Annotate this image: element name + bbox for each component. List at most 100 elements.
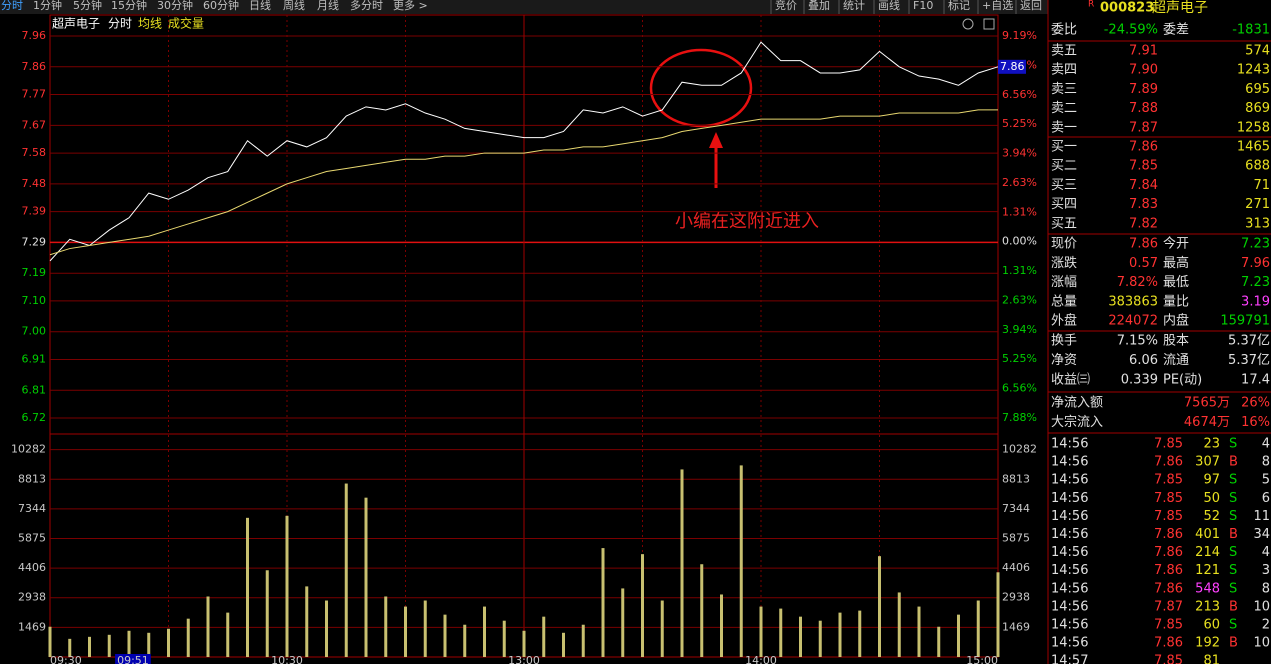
trade-side: S bbox=[1229, 473, 1237, 488]
trade-price: 7.86 bbox=[1154, 545, 1183, 560]
label: 内盘 bbox=[1163, 313, 1189, 329]
volume-bar bbox=[581, 624, 585, 657]
tool-button[interactable]: +自选 bbox=[982, 0, 1013, 12]
volume-bar bbox=[818, 620, 822, 657]
book-label: 卖五 bbox=[1051, 44, 1077, 59]
y-tick-label: 7.96 bbox=[22, 29, 47, 42]
tool-button[interactable]: 统计 bbox=[843, 0, 865, 12]
book-volume: 695 bbox=[1245, 82, 1270, 97]
volume-bar bbox=[68, 638, 72, 657]
tool-button[interactable]: 叠加 bbox=[808, 0, 830, 12]
tab[interactable]: 1分钟 bbox=[33, 0, 62, 12]
tab[interactable]: 15分钟 bbox=[111, 0, 147, 12]
book-label: 卖三 bbox=[1051, 82, 1077, 97]
y2-tick-label: 3.94% bbox=[1002, 146, 1037, 159]
label: 流通 bbox=[1163, 353, 1189, 368]
trade-side: S bbox=[1229, 509, 1237, 524]
value: 7.23 bbox=[1241, 275, 1270, 290]
vol-tick-label-right: 1469 bbox=[1002, 620, 1030, 633]
volume-bar bbox=[147, 632, 151, 657]
tool-button[interactable]: 竞价 bbox=[775, 0, 797, 12]
trade-count: 5 bbox=[1262, 473, 1270, 488]
value: -1831 bbox=[1232, 23, 1270, 38]
book-label: 卖二 bbox=[1051, 101, 1077, 116]
book-label: 买三 bbox=[1051, 178, 1077, 193]
y-tick-label: 7.58 bbox=[22, 146, 47, 159]
trade-volume: 50 bbox=[1203, 491, 1220, 506]
trade-price: 7.85 bbox=[1154, 437, 1183, 452]
vol-tick-label: 8813 bbox=[18, 472, 46, 485]
y-tick-label: 6.91 bbox=[22, 352, 47, 365]
tab[interactable]: 月线 bbox=[317, 0, 339, 12]
y2-tick-label: 2.63% bbox=[1002, 294, 1037, 307]
annotation: 小编在这附近进入 bbox=[675, 211, 819, 232]
tool-button[interactable]: 标记 bbox=[948, 0, 970, 12]
book-volume: 71 bbox=[1253, 178, 1270, 193]
label: 净资 bbox=[1051, 353, 1077, 368]
window-icon[interactable] bbox=[983, 18, 995, 30]
volume-bar bbox=[799, 616, 802, 657]
tab[interactable]: 日线 bbox=[249, 0, 271, 12]
trade-price: 7.87 bbox=[1154, 599, 1183, 614]
book-price: 7.82 bbox=[1129, 216, 1158, 231]
x-tick-label: 14:00 bbox=[745, 654, 777, 664]
x-tick-label: 13:00 bbox=[508, 654, 540, 664]
value: -24.59% bbox=[1104, 23, 1158, 38]
volume-bar bbox=[167, 628, 170, 657]
label: 总量 bbox=[1051, 294, 1077, 309]
tab[interactable]: 多分时 bbox=[350, 0, 383, 12]
book-price: 7.84 bbox=[1129, 178, 1158, 193]
tab[interactable]: 分时 bbox=[1, 0, 23, 12]
trade-time: 14:56 bbox=[1051, 599, 1088, 614]
volume-bar bbox=[502, 620, 506, 657]
trade-volume: 214 bbox=[1195, 545, 1220, 560]
stock-name: 超声电子 bbox=[1152, 0, 1208, 16]
tool-button[interactable]: 返回 bbox=[1020, 0, 1042, 12]
tab[interactable]: 更多 > bbox=[393, 0, 428, 12]
y2-tick-label: 0.00% bbox=[1002, 235, 1037, 248]
stock-code: 000823 bbox=[1100, 1, 1154, 16]
x-tick-label: 09:51 bbox=[117, 654, 149, 664]
volume-bar bbox=[542, 616, 546, 657]
book-label: 买一 bbox=[1051, 140, 1077, 155]
label: 股本 bbox=[1163, 334, 1189, 349]
label: 收益㈢ bbox=[1051, 373, 1090, 388]
trade-time: 14:56 bbox=[1051, 581, 1088, 596]
volume-bar bbox=[404, 606, 407, 657]
vol-tick-label: 2938 bbox=[18, 591, 46, 604]
trade-price: 7.86 bbox=[1154, 527, 1183, 542]
tool-button[interactable]: F10 bbox=[913, 0, 933, 12]
label: PE(动) bbox=[1163, 373, 1202, 388]
trade-price: 7.86 bbox=[1154, 455, 1183, 470]
tab[interactable]: 60分钟 bbox=[203, 0, 239, 12]
trade-volume: 192 bbox=[1195, 636, 1220, 651]
label: 今开 bbox=[1163, 236, 1189, 252]
trade-price: 7.85 bbox=[1154, 654, 1183, 664]
trade-side: S bbox=[1229, 545, 1237, 560]
legend-entry: 成交量 bbox=[168, 16, 204, 31]
volume-bar bbox=[838, 612, 842, 657]
tab[interactable]: 30分钟 bbox=[157, 0, 193, 12]
volume-bar bbox=[878, 556, 881, 657]
zoom-icon[interactable] bbox=[962, 18, 974, 30]
tab[interactable]: 5分钟 bbox=[73, 0, 102, 12]
volume-bar bbox=[325, 600, 328, 657]
y-tick-label: 7.19 bbox=[22, 266, 47, 279]
tab[interactable]: 周线 bbox=[283, 0, 305, 12]
book-volume: 1465 bbox=[1237, 140, 1270, 155]
tool-button[interactable]: 画线 bbox=[878, 0, 900, 12]
value: 159791 bbox=[1220, 314, 1270, 329]
trade-side: S bbox=[1229, 491, 1237, 506]
volume-bar bbox=[364, 497, 368, 657]
value: 4674万 bbox=[1184, 415, 1230, 430]
volume-bar bbox=[976, 600, 980, 657]
volume-bar bbox=[522, 630, 526, 657]
y-tick-label: 7.29 bbox=[22, 235, 47, 248]
y-tick-label: 7.48 bbox=[22, 177, 47, 190]
trade-side: B bbox=[1229, 455, 1238, 470]
x-tick-label: 15:00 bbox=[966, 654, 998, 664]
y2-tick-label: 7.88% bbox=[1002, 411, 1037, 424]
book-price: 7.83 bbox=[1129, 197, 1158, 212]
y2-tick-label: 3.94% bbox=[1002, 323, 1037, 336]
